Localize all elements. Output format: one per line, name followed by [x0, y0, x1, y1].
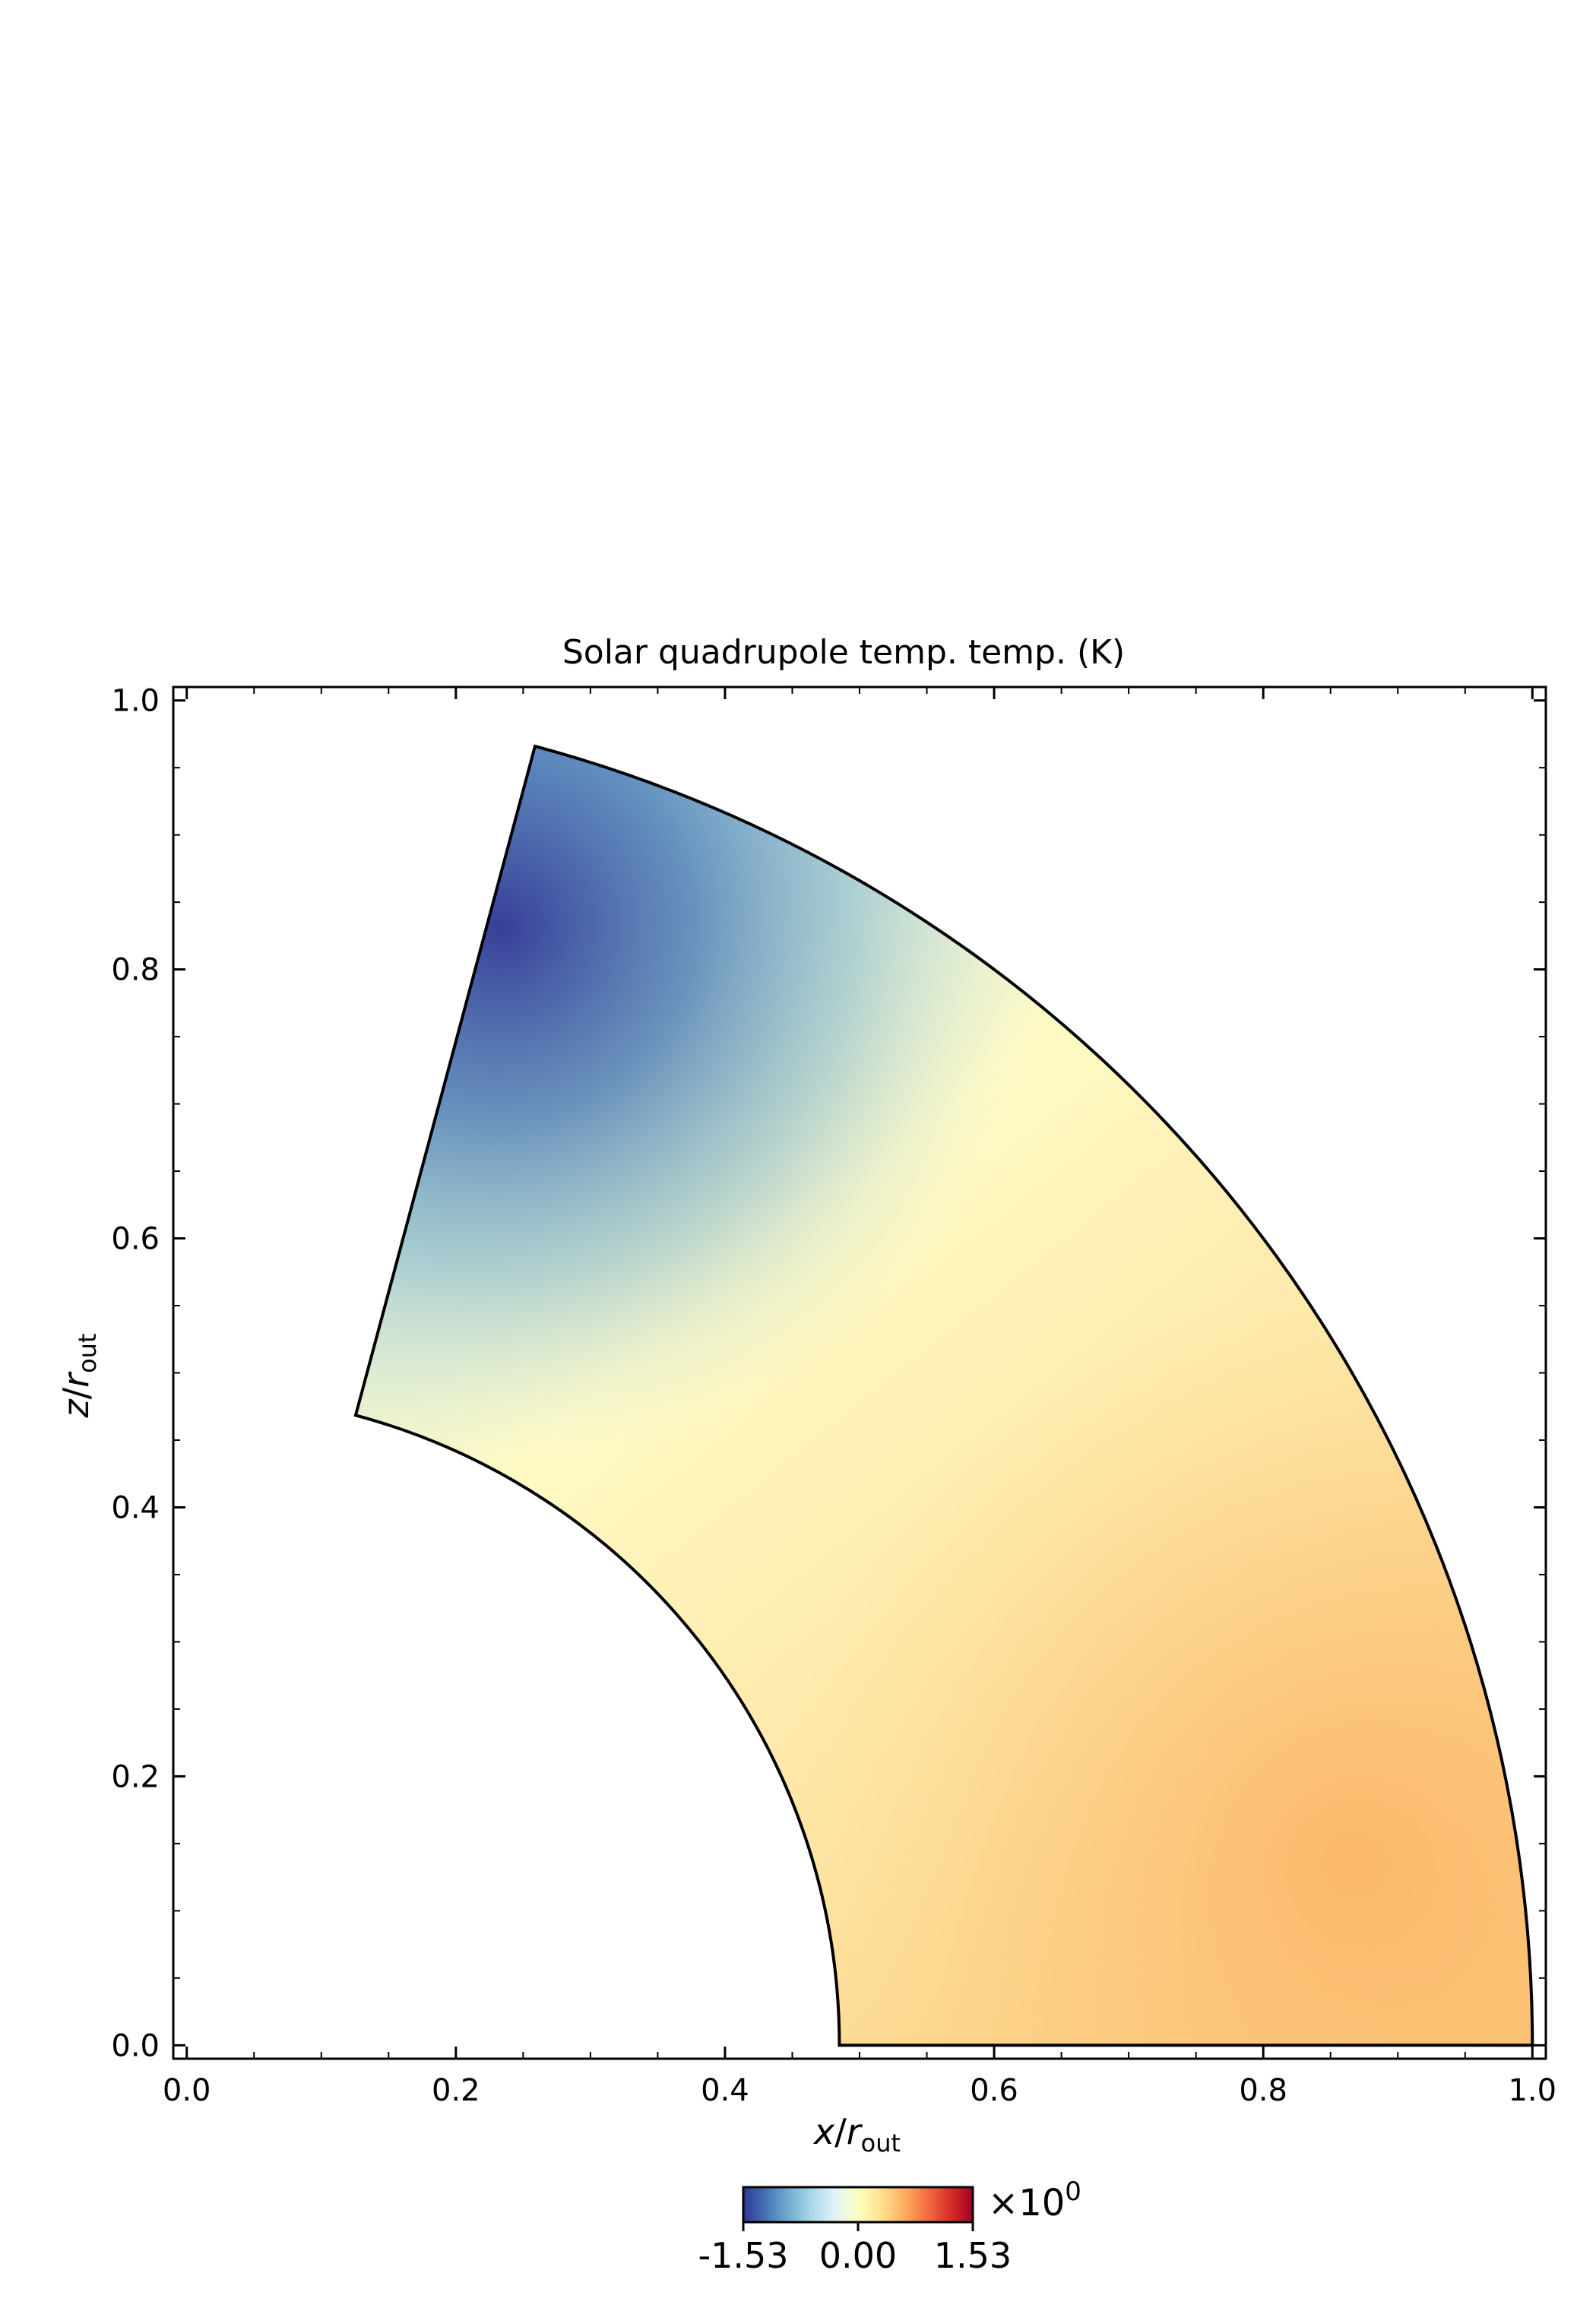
- x-tick-label: 0.2: [432, 2073, 480, 2108]
- x-tick-label: 0.8: [1239, 2073, 1287, 2108]
- x-tick-label: 0.4: [701, 2073, 749, 2108]
- sector-outline: [353, 744, 1534, 2047]
- y-tick-label: 0.4: [111, 1490, 160, 1525]
- x-axis-label-var: x: [812, 2111, 835, 2152]
- colorbar-bar: [742, 2186, 974, 2224]
- x-tick-label: 0.0: [163, 2073, 211, 2108]
- y-axis-label-var: z: [55, 1398, 97, 1418]
- y-axis-label: z/rout: [55, 1334, 102, 1419]
- x-tick-label: 0.6: [970, 2073, 1018, 2108]
- x-axis-label: x/rout: [812, 2111, 901, 2158]
- y-tick-label: 0.6: [111, 1222, 160, 1257]
- colorbar-tick-label: 1.53: [934, 2235, 1012, 2276]
- colorbar-tick-label: 0.00: [819, 2235, 897, 2276]
- y-tick-label: 0.0: [111, 2028, 160, 2063]
- colorbar: -1.53 0.00 1.53 ×100: [698, 2177, 1081, 2276]
- colorbar-ticks: -1.53 0.00 1.53: [698, 2222, 1012, 2276]
- y-tick-label: 1.0: [111, 684, 160, 719]
- colorbar-tick-label: -1.53: [698, 2235, 788, 2276]
- y-tick-label: 0.2: [111, 1759, 160, 1794]
- colorbar-multiplier: ×100: [988, 2177, 1081, 2224]
- x-axis-label-sub: out: [861, 2129, 901, 2158]
- y-tick-label: 0.8: [111, 953, 160, 988]
- x-axis-ticks: 0.0 0.2 0.4 0.6 0.8 1.0: [163, 687, 1556, 2108]
- chart-title: Solar quadrupole temp. temp. (K): [562, 633, 1125, 672]
- y-axis-ticks: 0.0 0.2 0.4 0.6 0.8 1.0: [111, 684, 1546, 2063]
- x-tick-label: 1.0: [1508, 2073, 1556, 2108]
- y-axis-label-sub: out: [73, 1334, 102, 1373]
